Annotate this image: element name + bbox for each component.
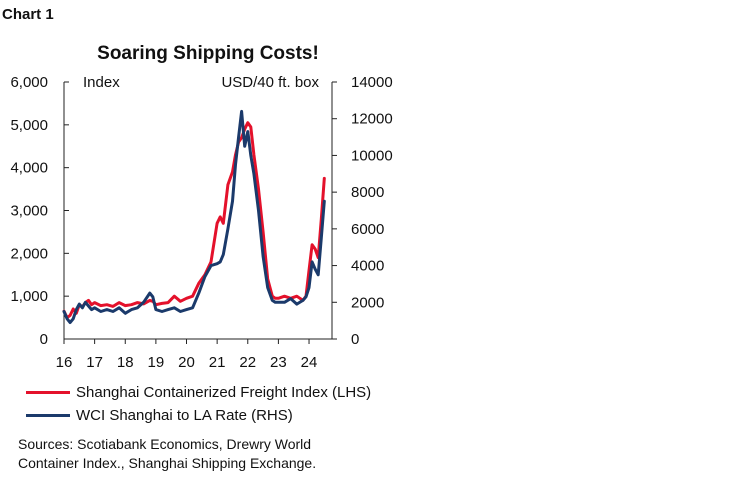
left-tick-label: 6,000	[10, 74, 48, 91]
right-tick-label: 6000	[351, 221, 384, 238]
series-line-wci-rate	[62, 109, 326, 324]
x-axis: 16 17 18 19 20 21 22 23 24	[56, 339, 318, 371]
x-tick-label: 21	[209, 354, 226, 371]
right-tick-label: 0	[351, 331, 359, 348]
left-tick-label: 2,000	[10, 245, 48, 262]
right-axis-label: USD/40 ft. box	[221, 74, 319, 91]
right-tick-label: 12000	[351, 111, 393, 128]
left-tick-label: 4,000	[10, 160, 48, 177]
legend-item-shanghai-index: Shanghai Containerized Freight Index (LH…	[26, 382, 371, 402]
right-tick-label: 10000	[351, 147, 393, 164]
right-tick-label: 4000	[351, 258, 384, 275]
x-tick-label: 20	[178, 354, 195, 371]
x-tick-label: 18	[117, 354, 134, 371]
left-axis-label: Index	[83, 74, 120, 91]
chart-title: Soaring Shipping Costs!	[97, 43, 319, 64]
x-tick-label: 24	[301, 354, 318, 371]
right-tick-label: 2000	[351, 294, 384, 311]
right-axis: 0 2000 4000 6000 8000 10000 12000 14000	[332, 74, 393, 348]
left-tick-label: 3,000	[10, 203, 48, 220]
left-tick-label: 5,000	[10, 117, 48, 134]
left-tick-label: 0	[40, 331, 48, 348]
x-tick-label: 22	[239, 354, 256, 371]
legend-swatch-navy	[26, 413, 70, 417]
x-tick-label: 16	[56, 354, 73, 371]
legend-item-wci-rate: WCI Shanghai to LA Rate (RHS)	[26, 405, 293, 425]
x-tick-label: 17	[86, 354, 103, 371]
legend-label: Shanghai Containerized Freight Index (LH…	[76, 383, 372, 401]
source-note: Sources: Scotiabank Economics, Drewry Wo…	[18, 435, 378, 473]
chart-number-label: Chart 1	[2, 6, 54, 23]
source-line: Container Index., Shanghai Shipping Exch…	[18, 455, 317, 471]
series-group	[62, 109, 326, 324]
x-tick-label: 19	[148, 354, 165, 371]
x-tick-label: 23	[270, 354, 287, 371]
left-tick-label: 1,000	[10, 288, 48, 305]
source-line: Sources: Scotiabank Economics, Drewry Wo…	[18, 436, 312, 452]
right-tick-label: 8000	[351, 184, 384, 201]
legend-swatch-red	[26, 390, 70, 394]
series-line-shanghai-index	[62, 121, 326, 320]
legend-label: WCI Shanghai to LA Rate (RHS)	[76, 406, 293, 424]
right-tick-label: 14000	[351, 74, 393, 91]
left-axis: 0 1,000 2,000 3,000 4,000 5,000 6,000	[10, 74, 69, 348]
